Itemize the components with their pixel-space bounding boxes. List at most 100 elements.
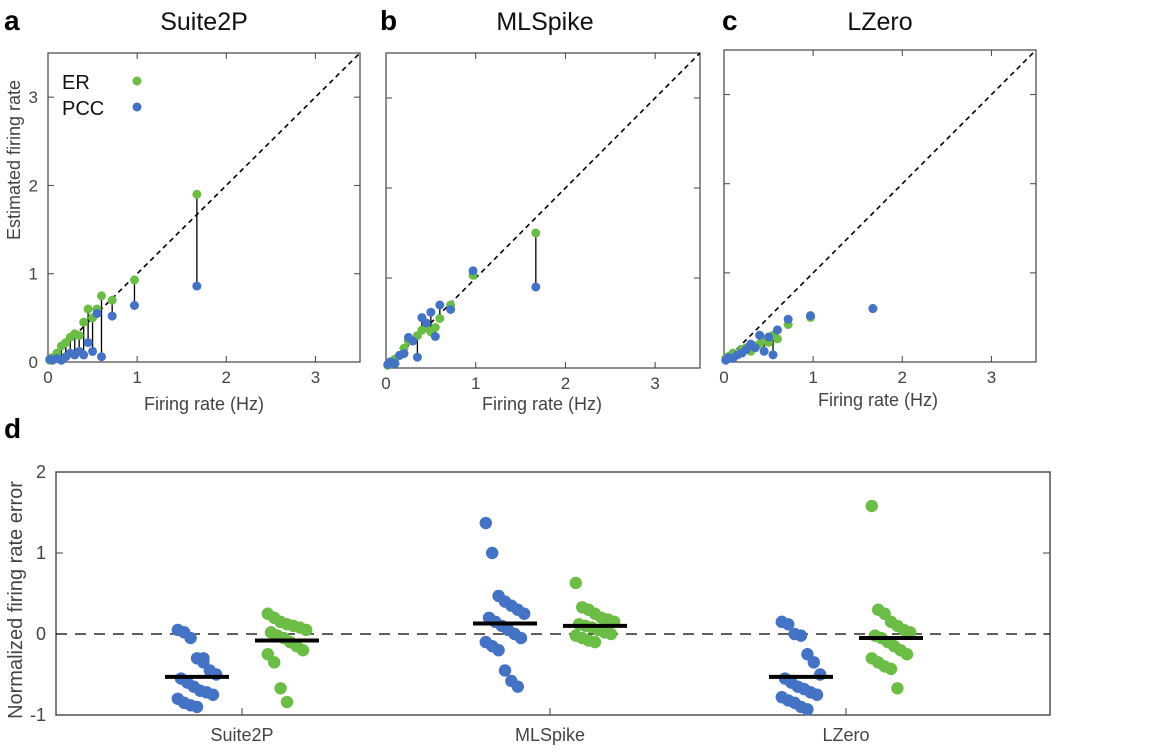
strip-point-er <box>280 695 294 709</box>
y-tick-label: -1 <box>30 705 46 725</box>
panel-letter-c: c <box>722 5 738 36</box>
y-tick-label: 2 <box>29 176 38 195</box>
strip-point-pcc <box>514 631 528 645</box>
point-pcc <box>129 300 139 310</box>
strip-point-pcc <box>782 618 795 631</box>
plot-frame <box>47 52 361 363</box>
panel-letter-d: d <box>4 413 21 444</box>
legend-pcc-label: PCC <box>62 98 104 120</box>
point-pcc <box>759 346 769 356</box>
point-pcc <box>421 318 431 328</box>
legend-er-marker <box>132 76 142 86</box>
y-tick-label: 0 <box>36 624 46 644</box>
point-pcc <box>390 359 400 368</box>
strip-point-pcc <box>801 703 814 716</box>
point-pcc <box>96 352 106 362</box>
strip-point-er <box>900 648 914 661</box>
x-tick-label: 3 <box>650 374 659 393</box>
point-er <box>107 295 117 305</box>
x-tick-label: 0 <box>719 368 728 387</box>
point-pcc <box>446 305 456 314</box>
y-tick-label: 2 <box>36 462 46 482</box>
x-tick-label: MLSpike <box>515 725 585 745</box>
y-tick-label: 1 <box>36 543 46 563</box>
point-pcc <box>192 281 202 291</box>
panel-c-xlabel: Firing rate (Hz) <box>818 390 938 410</box>
x-tick-label: 2 <box>898 368 907 387</box>
strip-point-pcc <box>492 644 505 657</box>
strip-point-pcc <box>479 516 492 530</box>
strip-point-pcc <box>810 688 824 701</box>
strip-point-er <box>296 644 310 657</box>
point-pcc <box>92 308 102 318</box>
strip-point-pcc <box>794 629 808 642</box>
plot-frame <box>385 52 701 369</box>
panel-d: d Normalized firing rate error 2 1 0 -1 Suit… <box>4 413 1051 745</box>
x-tick-label: 1 <box>132 368 141 387</box>
strip-point-er <box>268 656 281 669</box>
point-er <box>129 275 139 285</box>
point-pcc <box>764 332 774 342</box>
strip-point-er <box>884 662 898 676</box>
point-pcc <box>805 311 815 321</box>
point-pcc <box>408 336 418 346</box>
point-pcc <box>468 266 478 276</box>
strip-point-pcc <box>197 652 210 665</box>
point-er <box>74 331 84 341</box>
strip-point-pcc <box>518 607 531 620</box>
panel-a-xlabel: Firing rate (Hz) <box>144 394 264 414</box>
panel-title-mlspike: MLSpike <box>496 8 593 36</box>
panel-b-xlabel: Firing rate (Hz) <box>482 394 602 414</box>
strip-point-pcc <box>511 680 524 693</box>
point-er <box>435 314 445 323</box>
x-tick-label: Suite2P <box>210 725 273 745</box>
point-pcc <box>83 338 93 348</box>
point-pcc <box>435 300 445 310</box>
y-tick-label: 1 <box>29 265 38 284</box>
x-tick-label: 2 <box>222 368 231 387</box>
point-pcc <box>430 332 440 341</box>
point-pcc <box>868 304 878 314</box>
strip-point-er <box>274 682 287 695</box>
legend-er-label: ER <box>62 72 90 94</box>
panel-c: c LZero Firing rate (Hz) 0 1 2 3 <box>719 5 1037 410</box>
panel-b: b MLSpike Firing rate (Hz) 0 1 2 3 <box>380 5 701 414</box>
point-pcc <box>412 352 422 362</box>
panel-a: a Suite2P Firing rate (Hz) Estimated fir… <box>4 5 361 414</box>
strip-point-er <box>891 682 904 695</box>
point-pcc <box>755 330 765 340</box>
strip-point-er <box>865 499 878 513</box>
panel-d-ylabel: Normalized firing rate error <box>5 481 27 719</box>
strip-point-pcc <box>486 546 499 560</box>
point-er <box>83 304 93 314</box>
x-tick-label: 0 <box>381 374 390 393</box>
y-tick-label: 3 <box>29 88 38 107</box>
y-tick-label: 0 <box>29 353 38 372</box>
point-pcc <box>783 314 793 324</box>
strip-point-pcc <box>184 631 197 645</box>
strip-point-er <box>904 626 917 639</box>
identity-line <box>385 52 701 369</box>
point-pcc <box>531 282 541 292</box>
panel-a-ylabel: Estimated firing rate <box>4 80 24 240</box>
panel-letter-b: b <box>380 5 397 36</box>
point-pcc <box>750 343 760 353</box>
strip-point-pcc <box>190 700 204 714</box>
plot-frame <box>723 49 1037 363</box>
point-pcc <box>79 350 89 360</box>
x-tick-label: 1 <box>808 368 817 387</box>
point-er <box>531 228 541 238</box>
x-tick-label: 3 <box>987 368 996 387</box>
strip-point-pcc <box>498 664 512 677</box>
strip-point-er <box>588 635 602 649</box>
legend: ER PCC <box>62 72 142 120</box>
panel-title-suite2p: Suite2P <box>160 8 248 36</box>
point-er <box>96 291 106 301</box>
point-er <box>192 189 202 199</box>
strip-point-er <box>569 576 582 590</box>
identity-line <box>723 49 1037 363</box>
x-tick-label: LZero <box>822 725 869 745</box>
point-pcc <box>399 349 409 359</box>
legend-pcc-marker <box>132 102 142 112</box>
